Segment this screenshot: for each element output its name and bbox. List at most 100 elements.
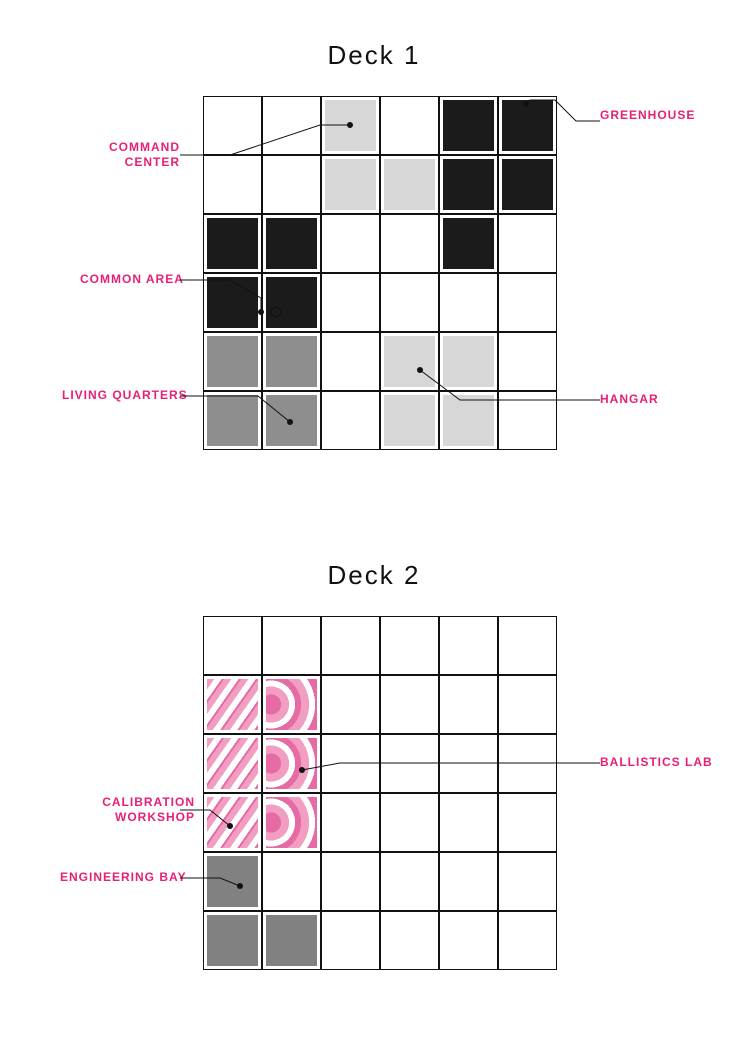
grid-cell: [262, 391, 321, 450]
grid-cell: [203, 734, 262, 793]
label-greenhouse: GREENHOUSE: [600, 108, 695, 123]
label-common-area: COMMON AREA: [80, 272, 180, 287]
grid-cell: [321, 332, 380, 391]
grid-cell: [439, 675, 498, 734]
label-hangar: HANGAR: [600, 392, 659, 407]
grid-cell: [262, 734, 321, 793]
grid-cell: [380, 911, 439, 970]
cell-fill: [266, 738, 317, 789]
grid-cell: [380, 391, 439, 450]
cell-fill: [266, 336, 317, 387]
grid-cell: [321, 793, 380, 852]
cell-fill: [207, 738, 258, 789]
grid-cell: [439, 616, 498, 675]
grid-cell: [439, 852, 498, 911]
cell-fill: [443, 336, 494, 387]
grid-cell: [203, 273, 262, 332]
grid-cell: [262, 273, 321, 332]
grid-cell: [262, 852, 321, 911]
cell-fill: [443, 159, 494, 210]
cell-fill: [207, 856, 258, 907]
grid-cell: [380, 96, 439, 155]
grid-cell: [321, 96, 380, 155]
grid-cell: [203, 96, 262, 155]
grid-cell: [321, 616, 380, 675]
label-calibration-workshop: CALIBRATION WORKSHOP: [95, 795, 195, 825]
grid-cell: [498, 391, 557, 450]
cell-fill: [207, 797, 258, 848]
grid-cell: [439, 214, 498, 273]
grid-cell: [498, 332, 557, 391]
cell-fill: [266, 915, 317, 966]
grid-cell: [203, 852, 262, 911]
grid-cell: [380, 793, 439, 852]
cell-fill: [207, 915, 258, 966]
grid-cell: [262, 616, 321, 675]
label-engineering-bay: ENGINEERING BAY: [60, 870, 160, 885]
grid-cell: [321, 214, 380, 273]
grid-cell: [321, 155, 380, 214]
grid-cell: [262, 675, 321, 734]
grid-cell: [321, 734, 380, 793]
cell-fill: [207, 336, 258, 387]
grid-cell: [380, 734, 439, 793]
grid-cell: [439, 391, 498, 450]
grid-cell: [439, 96, 498, 155]
deck1-grid: [203, 96, 557, 450]
grid-cell: [439, 793, 498, 852]
deck1-title: Deck 1: [0, 40, 748, 71]
cell-fill: [443, 218, 494, 269]
page: Deck 1 Deck 2 GREENHOUSE COMMAND CENTER CO…: [0, 0, 748, 1060]
grid-cell: [203, 616, 262, 675]
cell-fill: [207, 679, 258, 730]
deck2-title: Deck 2: [0, 560, 748, 591]
cell-fill: [266, 679, 317, 730]
grid-cell: [262, 155, 321, 214]
grid-cell: [262, 793, 321, 852]
grid-cell: [498, 734, 557, 793]
grid-cell: [439, 332, 498, 391]
grid-cell: [498, 214, 557, 273]
grid-cell: [203, 214, 262, 273]
cell-fill: [384, 395, 435, 446]
grid-cell: [321, 911, 380, 970]
cell-fill: [502, 100, 553, 151]
grid-cell: [439, 273, 498, 332]
grid-cell: [262, 214, 321, 273]
grid-cell: [498, 616, 557, 675]
cell-fill: [502, 159, 553, 210]
grid-cell: [498, 793, 557, 852]
grid-cell: [262, 332, 321, 391]
grid-cell: [380, 852, 439, 911]
cell-fill: [443, 100, 494, 151]
grid-cell: [321, 273, 380, 332]
grid-cell: [498, 852, 557, 911]
cell-fill: [384, 159, 435, 210]
grid-cell: [203, 155, 262, 214]
grid-cell: [439, 911, 498, 970]
grid-cell: [321, 852, 380, 911]
grid-cell: [498, 155, 557, 214]
cell-fill: [325, 159, 376, 210]
cell-fill: [207, 277, 258, 328]
cell-fill: [384, 336, 435, 387]
grid-cell: [203, 675, 262, 734]
grid-cell: [380, 273, 439, 332]
grid-cell: [203, 793, 262, 852]
grid-cell: [380, 616, 439, 675]
grid-cell: [203, 391, 262, 450]
cell-fill: [266, 218, 317, 269]
grid-cell: [262, 96, 321, 155]
grid-cell: [321, 675, 380, 734]
grid-cell: [498, 911, 557, 970]
grid-cell: [380, 214, 439, 273]
grid-cell: [262, 911, 321, 970]
label-ballistics-lab: BALLISTICS LAB: [600, 755, 713, 770]
label-living-quarters: LIVING QUARTERS: [62, 388, 162, 403]
grid-cell: [439, 155, 498, 214]
grid-cell: [203, 332, 262, 391]
grid-cell: [498, 273, 557, 332]
cell-fill: [207, 218, 258, 269]
grid-cell: [321, 391, 380, 450]
label-command-center: COMMAND CENTER: [80, 140, 180, 170]
